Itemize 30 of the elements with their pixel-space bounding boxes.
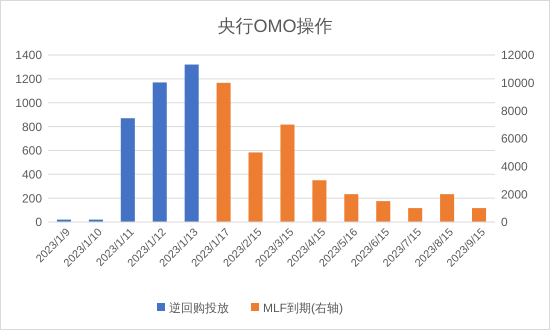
y2-tick-label: 2000 xyxy=(501,187,528,202)
bar xyxy=(280,124,294,222)
bar xyxy=(152,82,167,222)
bar xyxy=(344,194,358,222)
bar xyxy=(184,64,199,222)
bar xyxy=(376,201,390,222)
y2-tick-label: 8000 xyxy=(501,104,528,118)
y2-tick-label: 6000 xyxy=(501,132,528,146)
y-tick-label: 400 xyxy=(22,167,42,182)
bar xyxy=(248,152,263,222)
bar xyxy=(216,82,231,222)
legend-label: MLF到期(右轴) xyxy=(263,301,343,316)
y-tick-label: 600 xyxy=(22,144,42,158)
bar xyxy=(440,194,454,222)
chart-title: 央行OMO操作 xyxy=(218,16,332,36)
bar xyxy=(408,208,422,222)
y-tick-label: 0 xyxy=(35,215,42,230)
y-tick-label: 200 xyxy=(22,191,42,206)
y-tick-label: 1000 xyxy=(15,96,42,110)
bar xyxy=(472,208,486,222)
y-tick-label: 800 xyxy=(22,120,42,134)
y-tick-label: 1400 xyxy=(15,48,42,62)
y2-tick-label: 10000 xyxy=(501,76,535,90)
y2-tick-label: 12000 xyxy=(501,48,535,62)
bar xyxy=(312,180,326,222)
bar xyxy=(120,118,135,222)
y2-tick-label: 0 xyxy=(501,215,508,230)
y2-tick-label: 4000 xyxy=(501,160,528,174)
legend-label: 逆回购投放 xyxy=(169,301,229,316)
y-tick-label: 1200 xyxy=(15,72,42,86)
